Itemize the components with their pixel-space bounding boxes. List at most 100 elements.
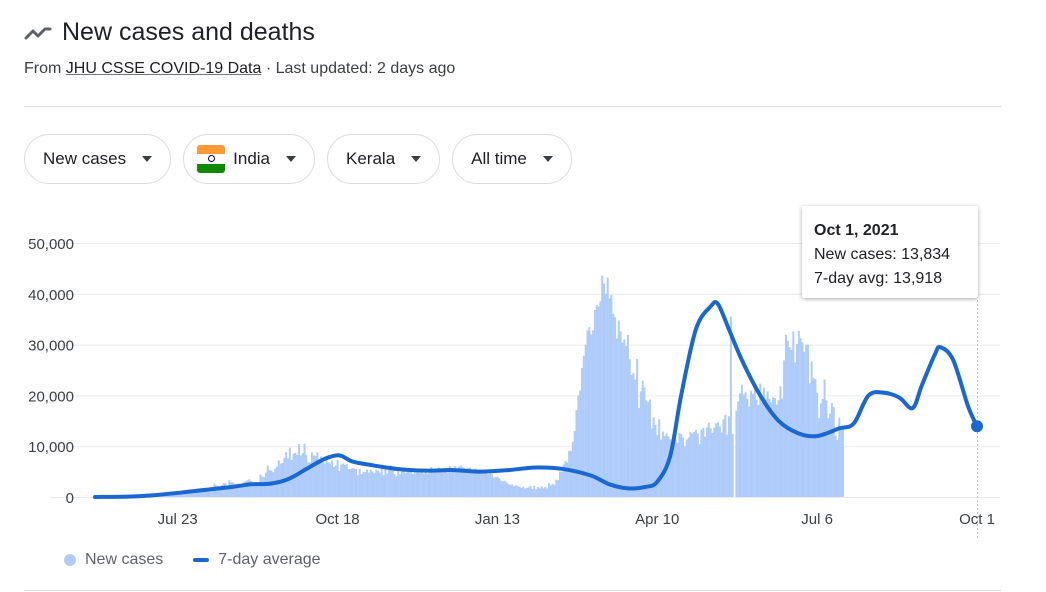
- country-dropdown[interactable]: India: [183, 134, 316, 184]
- bar: [318, 460, 321, 497]
- bar: [174, 493, 177, 497]
- bar: [547, 483, 550, 497]
- divider-bottom: [24, 590, 1001, 591]
- region-dropdown[interactable]: Kerala: [327, 134, 441, 184]
- bar: [463, 468, 466, 497]
- bar: [422, 473, 425, 497]
- bar: [810, 361, 813, 497]
- bar: [533, 485, 536, 497]
- bar: [799, 337, 802, 497]
- bar: [836, 440, 839, 497]
- bar: [584, 344, 587, 497]
- bar: [321, 461, 324, 497]
- bar: [411, 474, 414, 497]
- country-label: India: [233, 149, 271, 168]
- region-label: Kerala: [346, 149, 396, 168]
- bar: [399, 474, 402, 497]
- bar: [338, 471, 341, 497]
- bar: [830, 403, 833, 497]
- bar: [544, 486, 547, 497]
- bar: [459, 465, 462, 497]
- bar: [347, 469, 350, 497]
- bar: [777, 399, 780, 497]
- bar: [759, 383, 762, 497]
- bar: [299, 455, 302, 497]
- bar: [426, 473, 429, 497]
- card-header: New cases and deaths: [24, 18, 315, 47]
- bar: [579, 390, 582, 497]
- bar: [189, 490, 192, 497]
- bar: [246, 480, 249, 497]
- bar: [694, 429, 697, 497]
- bar: [764, 398, 767, 497]
- bar: [825, 400, 828, 497]
- bar: [366, 469, 369, 497]
- bar: [369, 469, 372, 497]
- bar: [325, 460, 328, 497]
- bar: [746, 398, 749, 497]
- bar: [555, 479, 558, 497]
- bar: [288, 447, 291, 497]
- bar: [740, 384, 743, 497]
- bar: [650, 428, 653, 497]
- bar: [217, 485, 220, 497]
- y-tick-label: 30,000: [28, 338, 74, 355]
- bar: [775, 404, 778, 497]
- bar: [597, 306, 600, 497]
- bar: [415, 469, 418, 497]
- bar: [457, 466, 460, 497]
- bar: [193, 490, 196, 497]
- chevron-down-icon: [286, 156, 297, 162]
- bar: [514, 485, 517, 497]
- metric-dropdown[interactable]: New cases: [24, 134, 172, 184]
- bar: [823, 379, 826, 497]
- bar: [750, 390, 753, 497]
- chevron-down-icon: [142, 156, 153, 162]
- bar: [603, 283, 606, 497]
- bar: [342, 463, 345, 497]
- bar: [329, 463, 332, 497]
- bar: [255, 483, 258, 497]
- bar: [178, 493, 181, 497]
- bar: [702, 427, 705, 497]
- divider-top: [24, 106, 1001, 107]
- bar: [397, 469, 400, 497]
- bar: [660, 439, 663, 497]
- avg-line: [93, 300, 979, 499]
- metric-label: New cases: [43, 149, 127, 168]
- bar: [310, 452, 313, 497]
- last-updated: · Last updated: 2 days ago: [265, 60, 456, 77]
- bar: [395, 476, 398, 497]
- bar: [421, 469, 424, 497]
- bar: [277, 460, 280, 497]
- bar: [773, 397, 776, 497]
- bar: [566, 462, 569, 497]
- bar: [575, 410, 578, 497]
- bar: [503, 480, 506, 497]
- source-link[interactable]: JHU CSSE COVID-19 Data: [65, 60, 262, 77]
- bar: [356, 475, 359, 497]
- bar: [689, 431, 692, 497]
- bar: [582, 355, 585, 497]
- bar: [739, 393, 742, 497]
- bar: [360, 474, 363, 497]
- bar: [678, 432, 681, 497]
- bar: [549, 485, 552, 497]
- bar: [772, 397, 775, 497]
- bar: [654, 424, 657, 497]
- bar: [560, 471, 563, 497]
- range-dropdown[interactable]: All time: [452, 134, 572, 184]
- bar: [204, 488, 207, 497]
- x-tick-label: Jul 6: [801, 511, 833, 528]
- bar: [696, 433, 699, 497]
- bar: [601, 275, 604, 497]
- bar: [316, 452, 319, 497]
- bar: [468, 467, 471, 497]
- bar: [676, 442, 679, 497]
- bar: [211, 490, 214, 497]
- bar: [513, 486, 516, 497]
- bar: [693, 431, 696, 497]
- bar: [687, 437, 690, 497]
- bar: [819, 403, 822, 497]
